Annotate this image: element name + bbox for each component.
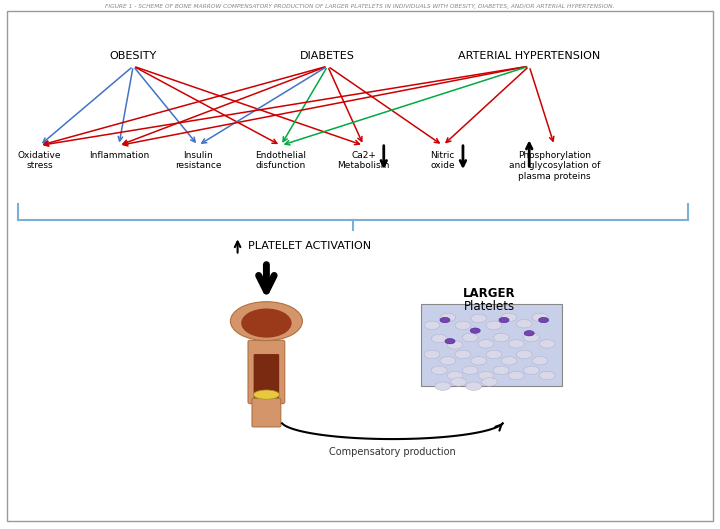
Ellipse shape	[440, 313, 456, 322]
Ellipse shape	[486, 321, 502, 330]
Text: Phosphorylation
and glycosylation of
plasma proteins: Phosphorylation and glycosylation of pla…	[509, 151, 600, 180]
Ellipse shape	[539, 317, 549, 323]
Ellipse shape	[493, 333, 509, 342]
Text: Insulin
resistance: Insulin resistance	[175, 151, 221, 170]
Ellipse shape	[451, 378, 467, 386]
Ellipse shape	[431, 366, 447, 375]
Text: Platelets: Platelets	[464, 300, 516, 313]
Ellipse shape	[501, 313, 517, 322]
Ellipse shape	[532, 357, 548, 365]
Ellipse shape	[501, 357, 517, 365]
Ellipse shape	[462, 366, 478, 375]
Bar	[421, 304, 562, 386]
Text: PLATELET ACTIVATION: PLATELET ACTIVATION	[248, 241, 372, 251]
Ellipse shape	[230, 302, 302, 341]
Ellipse shape	[508, 340, 524, 348]
Ellipse shape	[471, 357, 487, 365]
FancyBboxPatch shape	[248, 340, 285, 404]
Text: OBESITY: OBESITY	[109, 51, 157, 60]
Text: Ca2+
Metabolism: Ca2+ Metabolism	[338, 151, 390, 170]
Ellipse shape	[253, 390, 279, 399]
Ellipse shape	[241, 308, 292, 338]
Ellipse shape	[482, 378, 498, 386]
Ellipse shape	[516, 320, 532, 328]
Ellipse shape	[440, 317, 450, 323]
Ellipse shape	[493, 366, 509, 375]
Text: Endothelial
disfunction: Endothelial disfunction	[256, 151, 306, 170]
Text: FIGURE 1 - SCHEME OF BONE MARROW COMPENSATORY PRODUCTION OF LARGER PLATELETS IN : FIGURE 1 - SCHEME OF BONE MARROW COMPENS…	[105, 4, 615, 8]
Ellipse shape	[462, 333, 478, 342]
Ellipse shape	[431, 334, 447, 343]
Ellipse shape	[447, 371, 463, 380]
Text: Compensatory production: Compensatory production	[329, 447, 456, 457]
Text: DIABETES: DIABETES	[300, 51, 355, 60]
Text: Inflammation: Inflammation	[89, 151, 149, 160]
Ellipse shape	[455, 350, 471, 359]
Ellipse shape	[478, 340, 494, 348]
Ellipse shape	[539, 371, 555, 380]
Ellipse shape	[424, 321, 440, 330]
Ellipse shape	[470, 328, 480, 333]
Ellipse shape	[508, 371, 524, 380]
FancyBboxPatch shape	[252, 398, 281, 427]
Ellipse shape	[486, 350, 502, 359]
Ellipse shape	[455, 321, 471, 330]
Ellipse shape	[435, 382, 451, 390]
Ellipse shape	[447, 341, 463, 349]
Ellipse shape	[539, 340, 555, 348]
Ellipse shape	[440, 357, 456, 365]
Ellipse shape	[471, 314, 487, 323]
Text: Nitric
oxide: Nitric oxide	[431, 151, 455, 170]
Ellipse shape	[524, 331, 534, 336]
Ellipse shape	[466, 382, 482, 390]
Text: Oxidative
stress: Oxidative stress	[18, 151, 61, 170]
Ellipse shape	[516, 350, 532, 359]
Ellipse shape	[523, 333, 539, 342]
Text: LARGER: LARGER	[463, 287, 516, 300]
Ellipse shape	[424, 350, 440, 359]
Ellipse shape	[499, 317, 509, 323]
Ellipse shape	[445, 339, 455, 344]
Ellipse shape	[478, 371, 494, 380]
Ellipse shape	[523, 366, 539, 375]
Ellipse shape	[532, 313, 548, 322]
Text: ARTERIAL HYPERTENSION: ARTERIAL HYPERTENSION	[458, 51, 600, 60]
FancyBboxPatch shape	[253, 354, 279, 398]
